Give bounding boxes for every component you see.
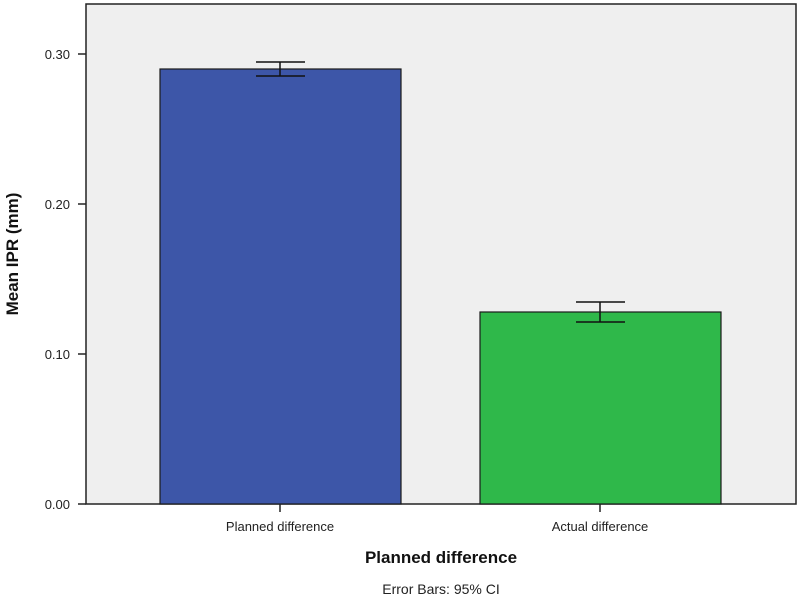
bar-actual-difference [479, 311, 722, 505]
error-bar-planned-difference [256, 61, 305, 77]
y-tick-label: 0.10 [45, 347, 70, 362]
x-axis-title: Planned difference [365, 548, 517, 567]
y-tick-label: 0.00 [45, 497, 70, 512]
y-axis: 0.00 0.10 0.20 0.30 [45, 47, 86, 512]
x-tick-label: Actual difference [552, 519, 649, 534]
y-tick-label: 0.20 [45, 197, 70, 212]
x-axis: Planned difference Actual difference [226, 504, 648, 534]
error-bars-footnote: Error Bars: 95% CI [382, 581, 499, 597]
bar-planned-difference [159, 68, 402, 505]
y-axis-title: Mean IPR (mm) [3, 193, 22, 316]
error-bar-actual-difference [576, 301, 625, 323]
x-tick-label: Planned difference [226, 519, 334, 534]
y-tick-label: 0.30 [45, 47, 70, 62]
